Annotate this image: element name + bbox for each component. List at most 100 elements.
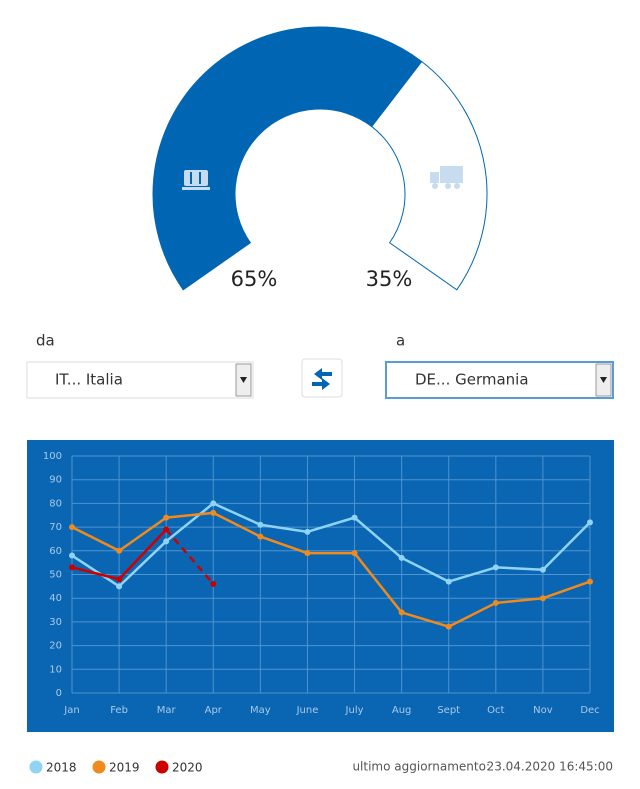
from-label: da xyxy=(36,332,55,350)
line-segment xyxy=(401,556,450,583)
line-segment xyxy=(353,516,403,559)
data-point xyxy=(257,521,264,528)
line-segment xyxy=(259,535,308,555)
y-tick-label: 40 xyxy=(49,593,62,604)
y-tick-label: 20 xyxy=(49,641,62,652)
line-segment xyxy=(71,566,120,581)
x-tick-label: Oct xyxy=(487,705,504,716)
to-select[interactable] xyxy=(385,361,614,399)
line-segment xyxy=(71,554,120,588)
x-tick-label: Feb xyxy=(110,705,128,716)
data-point xyxy=(304,550,311,557)
legend-dot xyxy=(155,760,169,774)
gauge-label: 35% xyxy=(366,267,413,291)
y-tick-label: 60 xyxy=(49,546,62,557)
x-tick-label: Nov xyxy=(533,705,553,716)
swap-icon xyxy=(312,368,332,390)
data-point xyxy=(210,580,217,587)
gauge-segment xyxy=(371,60,488,291)
x-tick-label: May xyxy=(250,705,271,716)
data-point xyxy=(69,564,75,571)
line-segment xyxy=(448,566,497,583)
y-tick-label: 90 xyxy=(49,475,62,486)
y-tick-label: 100 xyxy=(43,451,62,462)
chart-background xyxy=(27,440,614,732)
y-tick-label: 30 xyxy=(49,617,62,628)
data-point xyxy=(351,514,358,521)
line-segment xyxy=(118,540,168,588)
line-segment xyxy=(165,528,215,585)
line-segment xyxy=(542,580,591,600)
data-point xyxy=(69,552,75,559)
data-point xyxy=(492,599,499,606)
data-point xyxy=(116,583,123,590)
y-tick-label: 0 xyxy=(56,688,62,699)
line-segment xyxy=(165,502,215,543)
data-point xyxy=(163,526,170,533)
x-tick-label: Apr xyxy=(205,705,223,716)
data-point xyxy=(116,547,123,554)
to-label: a xyxy=(396,332,405,350)
arrow-icon xyxy=(240,377,247,383)
from-select[interactable] xyxy=(26,361,254,399)
y-tick-label: 50 xyxy=(49,570,62,581)
line-segment xyxy=(212,502,261,526)
legend-label: 2020 xyxy=(172,761,203,775)
line-segment xyxy=(118,528,168,581)
y-tick-label: 70 xyxy=(49,522,62,533)
line-segment xyxy=(495,596,544,605)
x-tick-label: Sept xyxy=(437,705,460,716)
data-point xyxy=(492,564,499,571)
line-segment xyxy=(307,516,355,534)
x-tick-label: Dec xyxy=(580,705,599,716)
line-segment xyxy=(260,523,308,534)
data-point xyxy=(163,538,170,545)
x-tick-label: Mar xyxy=(157,705,177,716)
from-value: IT... Italia xyxy=(55,371,123,389)
y-tick-label: 10 xyxy=(49,664,62,675)
data-point xyxy=(398,554,405,561)
line-segment xyxy=(448,601,497,628)
data-point xyxy=(539,566,546,573)
line-segment xyxy=(353,552,403,614)
legend-label: 2018 xyxy=(46,761,77,775)
train-icon xyxy=(182,170,210,190)
data-point xyxy=(210,500,217,507)
data-point xyxy=(539,595,546,602)
line-segment xyxy=(166,511,214,519)
line-segment xyxy=(71,525,120,552)
line-segment xyxy=(212,511,261,538)
line-segment xyxy=(401,611,450,628)
legend-dot xyxy=(29,760,43,774)
data-point xyxy=(398,609,405,616)
legend-label: 2019 xyxy=(109,761,140,775)
line-segment xyxy=(542,521,591,571)
x-tick-label: June xyxy=(296,705,319,716)
gauge-segment xyxy=(152,26,423,291)
data-point xyxy=(69,524,75,531)
gauge-label: 65% xyxy=(231,267,278,291)
arrow-icon xyxy=(600,377,607,383)
data-point xyxy=(116,576,123,583)
updated-value: 23.04.2020 16:45:00 xyxy=(487,760,613,774)
data-point xyxy=(445,578,452,585)
x-tick-label: July xyxy=(345,705,364,716)
data-point xyxy=(587,578,593,585)
legend-dot xyxy=(92,760,106,774)
x-tick-label: Jan xyxy=(63,705,79,716)
to-value: DE... Germania xyxy=(415,371,529,389)
x-tick-label: Aug xyxy=(392,705,412,716)
data-point xyxy=(304,528,311,535)
truck-icon xyxy=(430,166,463,189)
updated-label: ultimo aggiornamento: xyxy=(352,760,490,774)
data-point xyxy=(351,550,358,557)
data-point xyxy=(210,509,217,516)
line-segment xyxy=(495,566,543,572)
data-point xyxy=(163,514,170,521)
data-point xyxy=(257,533,264,540)
line-segment xyxy=(118,516,167,552)
data-point xyxy=(587,519,593,526)
data-point xyxy=(445,623,452,630)
